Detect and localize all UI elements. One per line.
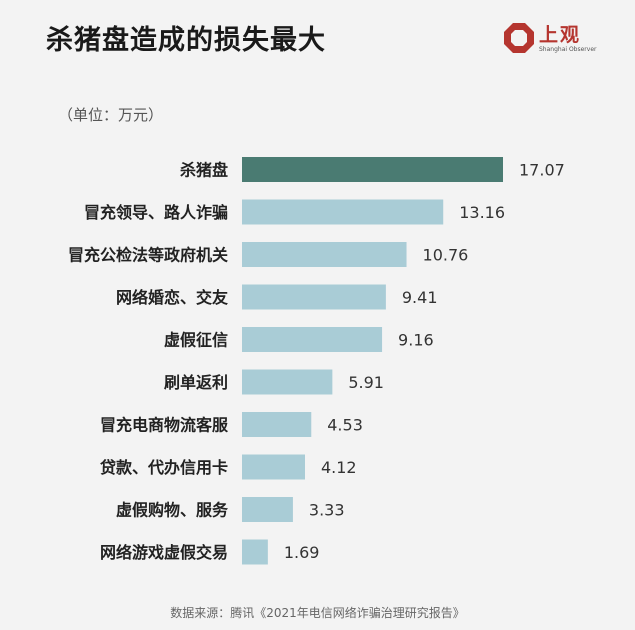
category-label: 冒充电商物流客服 [100,416,229,435]
category-label: 刷单返利 [164,373,228,392]
value-label: 17.07 [519,161,565,180]
bar [242,157,503,182]
logo: 上观 Shanghai Observer [502,20,612,60]
bar [242,327,383,352]
category-label: 网络婚恋、交友 [116,288,229,307]
value-label: 4.53 [327,416,363,435]
value-label: 9.41 [402,288,438,307]
value-label: 9.16 [398,331,434,350]
bar [242,199,444,225]
bar [242,369,333,395]
bar [242,242,407,267]
bar [242,497,293,522]
category-label: 虚假购物、服务 [116,501,229,520]
value-label: 5.91 [348,373,384,392]
bar [242,539,268,565]
bar [242,454,305,480]
data-source: 数据来源：腾讯《2021年电信网络诈骗治理研究报告》 [170,606,465,620]
value-label: 10.76 [423,246,469,265]
bar [242,412,312,437]
value-label: 4.12 [321,458,357,477]
value-label: 3.33 [309,501,345,520]
bar-chart: 杀猪盘 17.07 冒充领导、路人诈骗 13.16 冒充公检法等政府机关 10.76 网络婚… [68,157,565,565]
category-label: 网络游戏虚假交易 [100,543,228,562]
category-label: 冒充领导、路人诈骗 [84,203,228,222]
octagon-ring-logo-icon [504,23,534,53]
category-label: 贷款、代办信用卡 [100,458,228,477]
category-label: 虚假征信 [164,331,228,350]
logo-subtitle: Shanghai Observer [539,46,597,53]
unit-label: （单位：万元） [58,106,164,124]
category-label: 杀猪盘 [180,161,228,180]
bar [242,284,386,310]
logo-name: 上观 [539,24,582,46]
value-label: 13.16 [459,203,505,222]
category-label: 冒充公检法等政府机关 [68,246,228,265]
value-label: 1.69 [284,543,320,562]
chart-title: 杀猪盘造成的损失最大 [46,25,326,56]
